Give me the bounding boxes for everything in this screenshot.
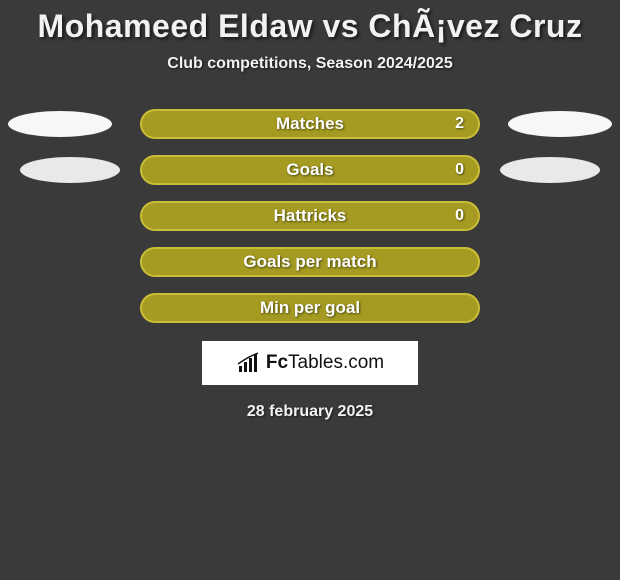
- stat-right-value: 0: [455, 161, 464, 179]
- stat-bar-goals-per-match: Goals per match: [140, 247, 480, 277]
- stat-rows: Matches 2 Goals 0 Hattricks 0: [0, 109, 620, 323]
- stat-row: Matches 2: [0, 109, 620, 139]
- stat-label: Goals: [286, 160, 333, 180]
- stat-label: Hattricks: [274, 206, 347, 226]
- page-subtitle: Club competitions, Season 2024/2025: [167, 55, 452, 73]
- stat-right-value: 0: [455, 207, 464, 225]
- stat-bar-matches: Matches 2: [140, 109, 480, 139]
- stat-bar-min-per-goal: Min per goal: [140, 293, 480, 323]
- comparison-card: Mohameed Eldaw vs ChÃ¡vez Cruz Club comp…: [0, 0, 620, 580]
- stat-row: Hattricks 0: [0, 201, 620, 231]
- avatar-ellipse-left: [8, 111, 112, 137]
- stat-label: Matches: [276, 114, 344, 134]
- brand-logo: FcTables.com: [202, 341, 418, 385]
- page-title: Mohameed Eldaw vs ChÃ¡vez Cruz: [38, 8, 583, 45]
- stat-row: Goals per match: [0, 247, 620, 277]
- stat-label: Min per goal: [260, 298, 360, 318]
- avatar-ellipse-right: [500, 157, 600, 183]
- date-label: 28 february 2025: [247, 403, 373, 421]
- stat-bar-goals: Goals 0: [140, 155, 480, 185]
- stat-label: Goals per match: [243, 252, 376, 272]
- stat-row: Min per goal: [0, 293, 620, 323]
- bar-chart-icon: [236, 352, 262, 374]
- brand-text: FcTables.com: [266, 352, 384, 374]
- avatar-ellipse-left: [20, 157, 120, 183]
- stat-row: Goals 0: [0, 155, 620, 185]
- stat-bar-hattricks: Hattricks 0: [140, 201, 480, 231]
- avatar-ellipse-right: [508, 111, 612, 137]
- stat-right-value: 2: [455, 115, 464, 133]
